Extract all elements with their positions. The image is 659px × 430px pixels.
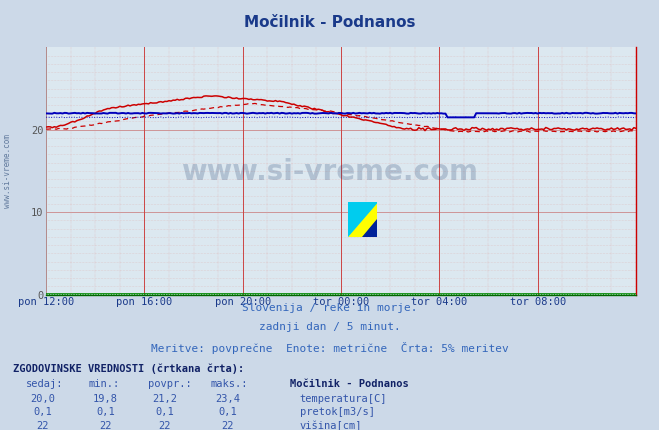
Text: Slovenija / reke in morje.: Slovenija / reke in morje. (242, 303, 417, 313)
Text: Močilnik - Podnanos: Močilnik - Podnanos (244, 15, 415, 30)
Text: 20,0: 20,0 (30, 394, 55, 404)
Text: 0,1: 0,1 (218, 407, 237, 417)
Text: temperatura[C]: temperatura[C] (300, 394, 387, 404)
Text: 22: 22 (159, 421, 171, 430)
Polygon shape (362, 219, 378, 237)
Text: min.:: min.: (89, 379, 120, 389)
Text: Močilnik - Podnanos: Močilnik - Podnanos (290, 379, 409, 389)
Text: 0,1: 0,1 (34, 407, 52, 417)
Text: 21,2: 21,2 (152, 394, 177, 404)
Text: Meritve: povprečne  Enote: metrične  Črta: 5% meritev: Meritve: povprečne Enote: metrične Črta:… (151, 342, 508, 354)
Text: 22: 22 (221, 421, 233, 430)
Text: povpr.:: povpr.: (148, 379, 192, 389)
Text: 23,4: 23,4 (215, 394, 240, 404)
Polygon shape (348, 202, 378, 237)
Polygon shape (348, 202, 378, 237)
Text: www.si-vreme.com: www.si-vreme.com (181, 158, 478, 186)
Text: pretok[m3/s]: pretok[m3/s] (300, 407, 375, 417)
Text: sedaj:: sedaj: (26, 379, 64, 389)
Text: 22: 22 (37, 421, 49, 430)
Text: 19,8: 19,8 (93, 394, 118, 404)
Text: ZGODOVINSKE VREDNOSTI (črtkana črta):: ZGODOVINSKE VREDNOSTI (črtkana črta): (13, 363, 244, 374)
Text: www.si-vreme.com: www.si-vreme.com (3, 134, 13, 208)
Text: zadnji dan / 5 minut.: zadnji dan / 5 minut. (258, 322, 401, 332)
Text: višina[cm]: višina[cm] (300, 421, 362, 430)
Text: 0,1: 0,1 (156, 407, 174, 417)
Text: 0,1: 0,1 (96, 407, 115, 417)
Text: 22: 22 (100, 421, 111, 430)
Text: maks.:: maks.: (211, 379, 248, 389)
